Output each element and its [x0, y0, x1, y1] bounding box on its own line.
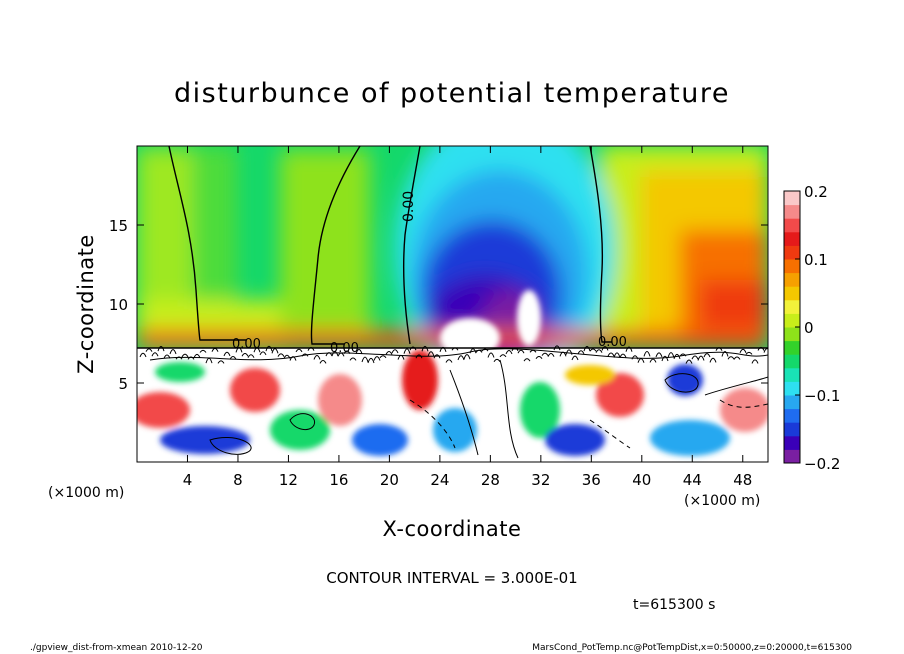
- colorbar-tick-label: 0.2: [804, 183, 828, 201]
- colorbar: −0.2 −0.1 0 0.1 0.2: [783, 183, 840, 473]
- x-tick-label: 48: [733, 471, 752, 489]
- x-tick-label: 24: [430, 471, 449, 489]
- colorbar-swatch: [784, 299, 800, 314]
- y-tick-label: 15: [109, 217, 128, 235]
- colorbar-swatch: [784, 286, 800, 301]
- colorbar-swatch: [784, 218, 800, 233]
- colorbar-swatch: [784, 395, 800, 410]
- contour-zero-left: [168, 146, 246, 341]
- contour-zero-right: [589, 146, 612, 343]
- colorbar-swatch: [784, 313, 800, 328]
- x-tick-label: 4: [183, 471, 193, 489]
- colorbar-swatch: [784, 422, 800, 437]
- colorbar-swatch: [784, 272, 800, 287]
- footer-left: ./gpview_dist-from-xmean 2010-12-20: [30, 643, 203, 653]
- x-unit-right: (×1000 m): [684, 493, 760, 509]
- x-tick-label: 20: [380, 471, 399, 489]
- colorbar-swatch: [784, 231, 800, 246]
- colorbar-tick-label: 0.1: [804, 251, 828, 269]
- x-tick-label: 28: [481, 471, 500, 489]
- contour-label: 0.00: [232, 337, 261, 352]
- colorbar-swatch: [784, 449, 800, 464]
- dashed-contours: [409, 399, 768, 449]
- colorbar-swatch: [784, 381, 800, 396]
- x-tick-label: 36: [582, 471, 601, 489]
- colorbar-swatch: [784, 191, 800, 206]
- contour-label: 0.00: [330, 341, 359, 356]
- y-tick-label: 10: [109, 296, 128, 314]
- colorbar-swatch: [784, 354, 800, 369]
- x-tick-label: 8: [233, 471, 243, 489]
- chart-title: disturbunce of potential temperature: [174, 78, 730, 109]
- y-tick-label: 5: [118, 375, 128, 393]
- y-axis-label: Z-coordinate: [74, 234, 98, 374]
- x-tick-label: 12: [279, 471, 298, 489]
- colorbar-swatch: [784, 245, 800, 260]
- x-tick-label: 44: [683, 471, 702, 489]
- footer-right: MarsCond_PotTemp.nc@PotTempDist,x=0:5000…: [532, 643, 852, 653]
- colorbar-swatch: [784, 204, 800, 219]
- colorbar-tick-label: −0.2: [804, 455, 840, 473]
- turbulent-contour-path: [139, 345, 768, 364]
- colorbar-swatch: [784, 327, 800, 342]
- x-tick-label: 32: [531, 471, 550, 489]
- colorbar-swatch: [784, 367, 800, 382]
- colorbar-swatch: [784, 408, 800, 423]
- time-label: t=615300 s: [633, 597, 715, 613]
- x-tick-label: 16: [329, 471, 348, 489]
- contour-label: 0.00: [598, 335, 627, 350]
- contour-label: 0.00: [401, 191, 417, 222]
- lower-field: [137, 348, 768, 462]
- colorbar-swatch: [784, 259, 800, 274]
- contour-interval: CONTOUR INTERVAL = 3.000E-01: [326, 569, 577, 587]
- colorbar-swatch: [784, 435, 800, 450]
- y-axis: 5 10 15: [109, 217, 768, 393]
- x-axis-label: X-coordinate: [383, 517, 522, 541]
- colorbar-tick-label: 0: [804, 319, 814, 337]
- colorbar-tick-label: −0.1: [804, 387, 840, 405]
- plot-area: 0.00 0.00 0.00 0.00: [137, 146, 768, 462]
- upper-field: [137, 146, 768, 390]
- turbulent-contours: [139, 345, 768, 364]
- x-unit-left: (×1000 m): [48, 485, 124, 501]
- contour-zero-center: [402, 146, 421, 345]
- colorbar-swatch: [784, 340, 800, 355]
- contour-zero-mid: [310, 146, 361, 345]
- x-axis: 4 8 12 16 20 24 28 32 36 40 44 48: [183, 146, 752, 489]
- x-tick-label: 40: [632, 471, 651, 489]
